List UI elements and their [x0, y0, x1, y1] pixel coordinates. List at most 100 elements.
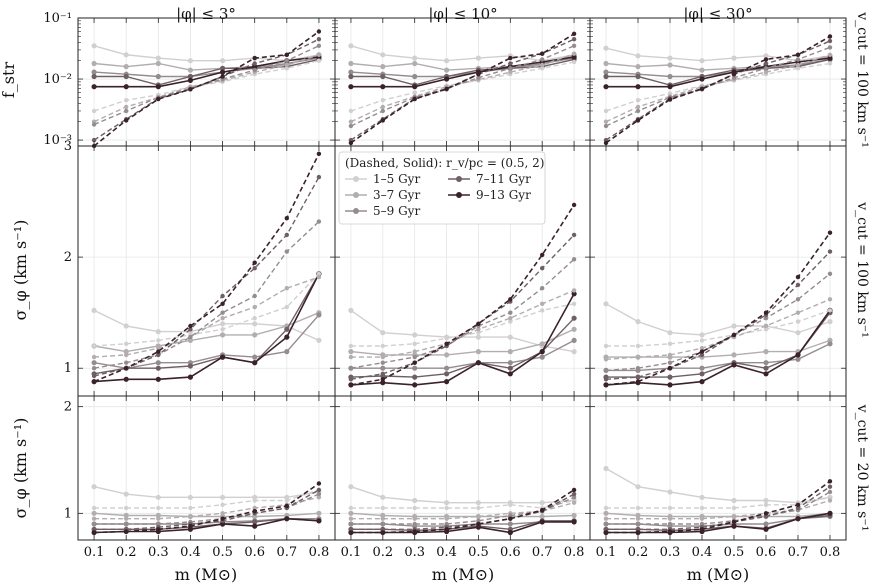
subplot: 0.1 0.2 0.3 0.4 0.5 0.6 0.7 0.8 [334, 395, 591, 560]
data-point [380, 84, 386, 90]
data-point [187, 363, 193, 369]
data-point [763, 310, 769, 315]
data-point [540, 301, 545, 306]
x-tick-label: 0.5 [212, 545, 233, 560]
data-point [124, 505, 129, 511]
data-point [635, 379, 641, 384]
data-point [699, 505, 705, 511]
series-line-solid [94, 56, 319, 88]
data-point [348, 527, 354, 532]
series-line-solid [350, 293, 575, 386]
data-point [827, 52, 833, 57]
y-axis-title: σ_φ (km s⁻¹) [11, 418, 30, 519]
data-point [348, 521, 354, 527]
series-line-solid [605, 467, 831, 504]
data-point [348, 484, 354, 490]
data-point [316, 312, 322, 318]
data-point [476, 72, 481, 77]
data-point [380, 516, 385, 521]
data-point [699, 332, 705, 338]
data-point [220, 511, 225, 516]
data-point [635, 527, 641, 532]
data-point [155, 376, 161, 382]
x-tick-label: 0.8 [564, 545, 585, 560]
series-line-solid [350, 54, 575, 71]
data-point [571, 512, 577, 519]
data-point [731, 72, 737, 77]
data-point [123, 323, 129, 329]
data-point [475, 524, 481, 530]
data-point [156, 349, 161, 354]
data-point [124, 360, 129, 365]
data-point [91, 505, 97, 511]
data-point [699, 349, 705, 354]
data-point [348, 377, 354, 382]
data-point [284, 52, 289, 57]
data-point [91, 530, 97, 535]
data-point [635, 319, 641, 325]
subplot: 0.1 0.2 0.3 0.4 0.5 0.6 0.7 0.8 [589, 395, 847, 560]
series-line-dashed [350, 234, 575, 380]
data-point [412, 382, 418, 388]
data-point [220, 321, 226, 327]
data-point [763, 327, 769, 332]
data-point [795, 310, 801, 315]
data-point [827, 495, 833, 500]
data-point [444, 365, 450, 371]
x-tick-label: 0.2 [372, 545, 393, 560]
data-point [731, 352, 737, 358]
x-tick-label: 0.6 [756, 545, 777, 560]
data-point [667, 55, 673, 61]
data-point [123, 52, 129, 58]
data-point [348, 349, 354, 355]
data-point [284, 58, 289, 63]
x-tick-label: 0.3 [660, 545, 681, 560]
data-point [252, 509, 257, 514]
data-point [412, 354, 417, 360]
data-point [763, 514, 769, 519]
legend-title: (Dashed, Solid): r_v/pc = (0.5, 2) [345, 156, 544, 170]
data-point [187, 494, 193, 500]
data-point [187, 58, 193, 64]
data-point [444, 521, 449, 527]
data-point [603, 530, 609, 535]
data-point [316, 219, 322, 224]
x-tick-label: 0.4 [436, 545, 457, 560]
data-point [284, 232, 289, 238]
data-point [475, 500, 481, 506]
data-point [508, 319, 513, 324]
data-point [603, 510, 609, 516]
data-point [763, 323, 769, 329]
series-line-solid [350, 512, 575, 518]
data-point [412, 96, 417, 102]
series-line-dashed [605, 251, 831, 380]
data-point [667, 84, 673, 90]
data-point [316, 271, 322, 276]
column-title: |φ| ≤ 30° [683, 5, 752, 23]
data-point [827, 510, 833, 516]
data-point [571, 37, 577, 42]
y-tick-label: 10⁻¹ [43, 11, 72, 26]
data-point [444, 371, 450, 377]
data-point [540, 51, 545, 56]
data-point [316, 274, 322, 280]
data-point [155, 494, 161, 500]
legend-swatch-marker [353, 192, 359, 198]
x-tick-label: 0.8 [309, 545, 330, 560]
data-point [91, 521, 97, 527]
data-point [155, 73, 161, 80]
data-point [603, 357, 609, 362]
data-point [635, 108, 641, 114]
data-point [252, 55, 257, 61]
data-point [571, 301, 577, 306]
data-point [91, 307, 97, 313]
data-point [348, 505, 354, 511]
data-point [124, 104, 129, 110]
data-point [508, 61, 513, 66]
data-point [380, 521, 385, 527]
series-line-solid [93, 486, 320, 498]
x-tick-label: 0.4 [692, 545, 713, 560]
data-point [667, 330, 673, 336]
subplot [334, 145, 591, 397]
data-point [91, 360, 97, 366]
